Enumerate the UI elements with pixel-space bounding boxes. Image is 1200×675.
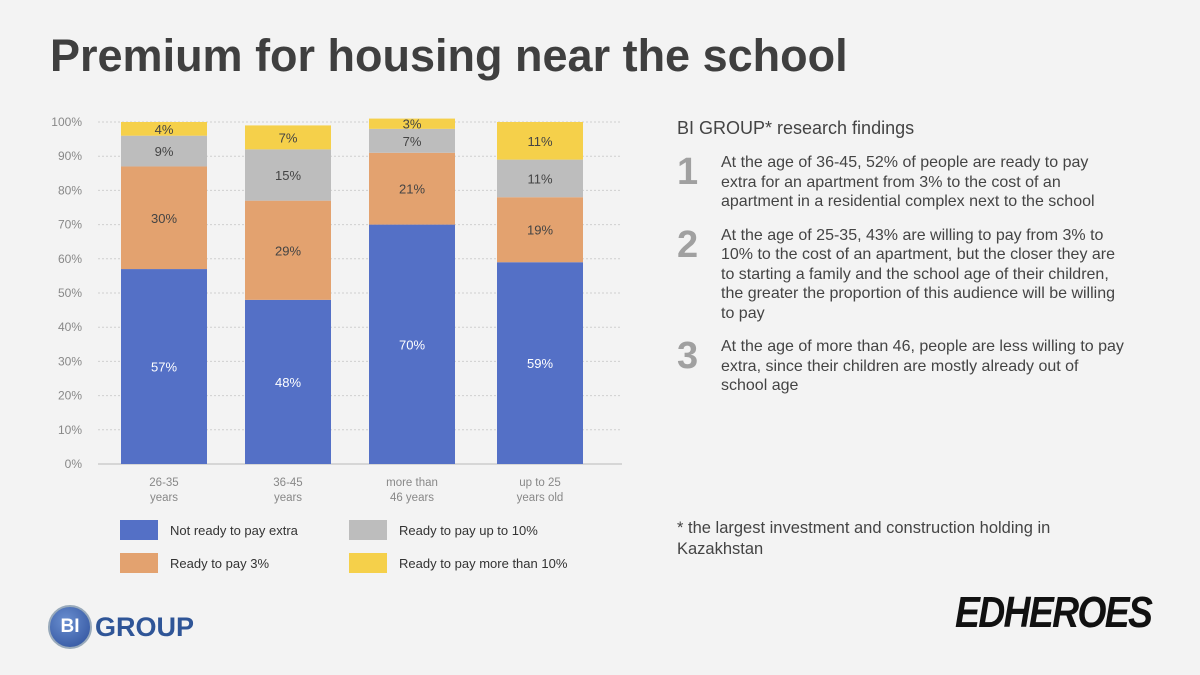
bar-segment [245,299,331,464]
data-label: 7% [279,130,298,145]
bar-segment [369,128,455,153]
bar-segment [245,200,331,300]
x-tick-label: more than [386,477,438,489]
bi-logo-mark: BI [48,605,92,649]
y-tick-label: 80% [58,183,82,197]
findings-panel: BI GROUP* research findings 1 At the age … [677,118,1147,410]
finding-text: At the age of more than 46, people are l… [721,338,1124,394]
x-tick-label: years old [517,492,564,504]
y-tick-label: 40% [58,320,82,334]
bar-segment [121,135,207,167]
bi-logo-text: GROUP [95,611,195,642]
data-label: 9% [155,144,174,159]
y-tick-label: 50% [58,286,82,300]
y-tick-label: 0% [65,457,83,471]
legend-item: Not ready to pay extra [120,520,298,540]
finding-3: 3 At the age of more than 46, people are … [677,337,1147,396]
data-label: 15% [275,168,301,183]
bar-segment [369,118,455,129]
legend-item: Ready to pay 3% [120,553,269,573]
data-label: 19% [527,223,553,238]
bar-segment [369,152,455,225]
y-tick-label: 100% [51,115,82,129]
finding-number: 2 [677,223,699,266]
finding-2: 2 At the age of 25-35, 43% are willing to… [677,226,1147,324]
data-label: 48% [275,375,301,390]
finding-text: At the age of 36-45, 52% of people are r… [721,154,1095,210]
legend-item: Ready to pay more than 10% [349,553,567,573]
legend-swatch [120,520,158,540]
y-tick-label: 20% [58,389,82,403]
x-tick-label: years [150,492,178,504]
x-tick-label: years [274,492,302,504]
data-label: 59% [527,356,553,371]
bar-segment [121,122,207,136]
legend-label: Ready to pay 3% [170,555,270,571]
finding-number: 3 [677,335,699,377]
bar-segment [369,224,455,464]
legend-swatch [349,520,387,540]
legend-swatch [349,553,387,573]
y-tick-label: 70% [58,218,82,232]
y-tick-label: 10% [58,423,82,437]
y-tick-label: 90% [58,149,82,163]
page-title: Premium for housing near the school [50,30,848,81]
x-tick-label: 26-35 [149,477,178,489]
legend-label: Ready to pay up to 10% [399,522,538,538]
footnote: * the largest investment and constructio… [677,519,1051,558]
x-tick-label: up to 25 [519,477,561,489]
data-label: 11% [527,134,552,149]
finding-text: At the age of 25-35, 43% are willing to … [721,226,1116,322]
bar-segment [497,197,583,263]
legend-label: Not ready to pay extra [170,522,298,538]
data-label: 29% [275,243,301,258]
x-tick-label: 46 years [390,492,434,504]
bar-segment [497,122,583,160]
bar-segment [497,159,583,198]
data-label: 3% [403,117,422,132]
data-label: 30% [151,211,177,226]
data-label: 4% [155,122,174,137]
stacked-bar-chart: 0% 10% 20% 30% 40% 50% 60% 70% 80% 90% 100% 57% 30% 9… [51,115,622,504]
edheroes-logo: EDHEROES [955,588,1153,637]
bar-segment [245,125,331,150]
bar-segment [121,166,207,270]
bi-group-logo: BI GROUP [48,605,194,649]
bar-segment [245,149,331,201]
data-label: 57% [151,360,177,375]
data-label: 21% [399,182,425,197]
bar-segment [121,269,207,464]
y-tick-label: 60% [58,252,82,266]
data-label: 11% [527,171,552,186]
finding-1: 1 At the age of 36-45, 52% of people are … [677,153,1147,212]
data-label: 7% [403,134,422,149]
legend-label: Ready to pay more than 10% [399,555,568,571]
bar-segment [497,262,583,464]
legend-swatch [120,553,158,573]
finding-number: 1 [677,151,699,193]
legend-item: Ready to pay up to 10% [349,520,538,540]
y-tick-label: 30% [58,354,82,368]
data-label: 70% [399,337,425,352]
findings-heading: BI GROUP* research findings [677,118,915,138]
x-tick-label: 36-45 [273,477,302,489]
